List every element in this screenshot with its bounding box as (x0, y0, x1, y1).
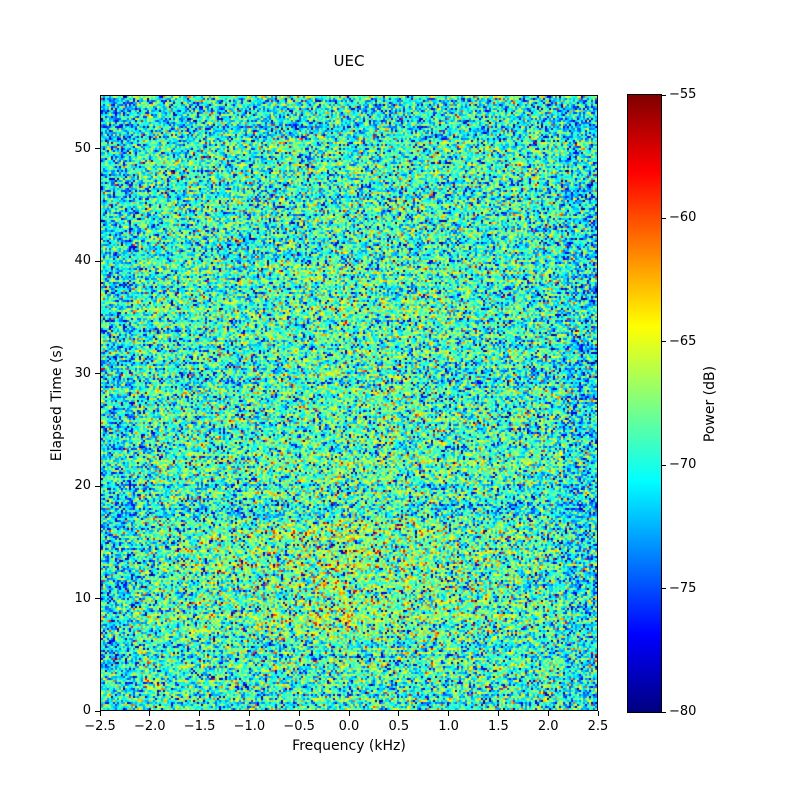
x-tick-mark (248, 711, 250, 716)
y-tick-label: 40 (74, 253, 91, 269)
y-tick-mark (95, 598, 100, 600)
x-tick-mark (398, 711, 400, 716)
y-tick-label: 50 (74, 140, 91, 156)
colorbar-tick-mark (661, 341, 666, 343)
colorbar-tick-mark (661, 711, 666, 713)
x-tick-label: 0.5 (388, 719, 410, 734)
colorbar-label: Power (dB) (702, 365, 718, 443)
y-tick-mark (95, 148, 100, 150)
colorbar-tick-label: −80 (669, 704, 697, 719)
y-tick-mark (95, 485, 100, 487)
y-tick-label: 30 (74, 365, 91, 381)
y-tick-label: 0 (82, 703, 91, 718)
colorbar-tick-label: −60 (669, 210, 697, 226)
x-tick-mark (348, 711, 350, 716)
colorbar-tick-mark (661, 217, 666, 219)
colorbar-tick-label: −65 (669, 333, 697, 349)
x-tick-label: −2.5 (84, 719, 116, 734)
x-tick-mark (497, 711, 499, 716)
x-tick-label: 1.5 (488, 719, 509, 734)
colorbar-tick-mark (661, 588, 666, 590)
y-tick-label: 10 (74, 590, 91, 606)
y-axis-label: Elapsed Time (s) (49, 344, 65, 462)
x-axis-label: Frequency (kHz) (292, 738, 406, 754)
x-tick-mark (547, 711, 549, 716)
y-tick-mark (95, 710, 100, 712)
x-tick-label: 0.0 (338, 719, 360, 734)
plot-frame (100, 95, 598, 711)
colorbar-gradient (627, 94, 662, 713)
x-tick-label: −1.0 (233, 719, 266, 734)
colorbar-tick-mark (661, 464, 666, 466)
y-tick-label: 20 (74, 478, 91, 494)
x-tick-mark (597, 711, 599, 716)
x-tick-label: −1.5 (183, 719, 216, 734)
colorbar-tick-label: −70 (669, 457, 697, 473)
x-tick-label: 2.5 (587, 719, 609, 734)
colorbar-tick-label: −55 (669, 87, 697, 102)
spectrogram-canvas (101, 96, 597, 710)
x-tick-mark (199, 711, 201, 716)
colorbar-tick-label: −75 (669, 580, 697, 596)
x-tick-mark (149, 711, 151, 716)
x-tick-label: 2.0 (537, 719, 559, 734)
x-tick-label: −0.5 (283, 719, 315, 734)
x-tick-mark (99, 711, 101, 716)
y-tick-mark (95, 260, 100, 262)
x-tick-label: −2.0 (134, 719, 166, 734)
y-tick-mark (95, 373, 100, 375)
colorbar-tick-mark (661, 94, 666, 96)
x-tick-mark (298, 711, 300, 716)
x-tick-label: 1.0 (438, 719, 459, 734)
chart-title: UEC (333, 52, 365, 70)
x-tick-mark (448, 711, 450, 716)
